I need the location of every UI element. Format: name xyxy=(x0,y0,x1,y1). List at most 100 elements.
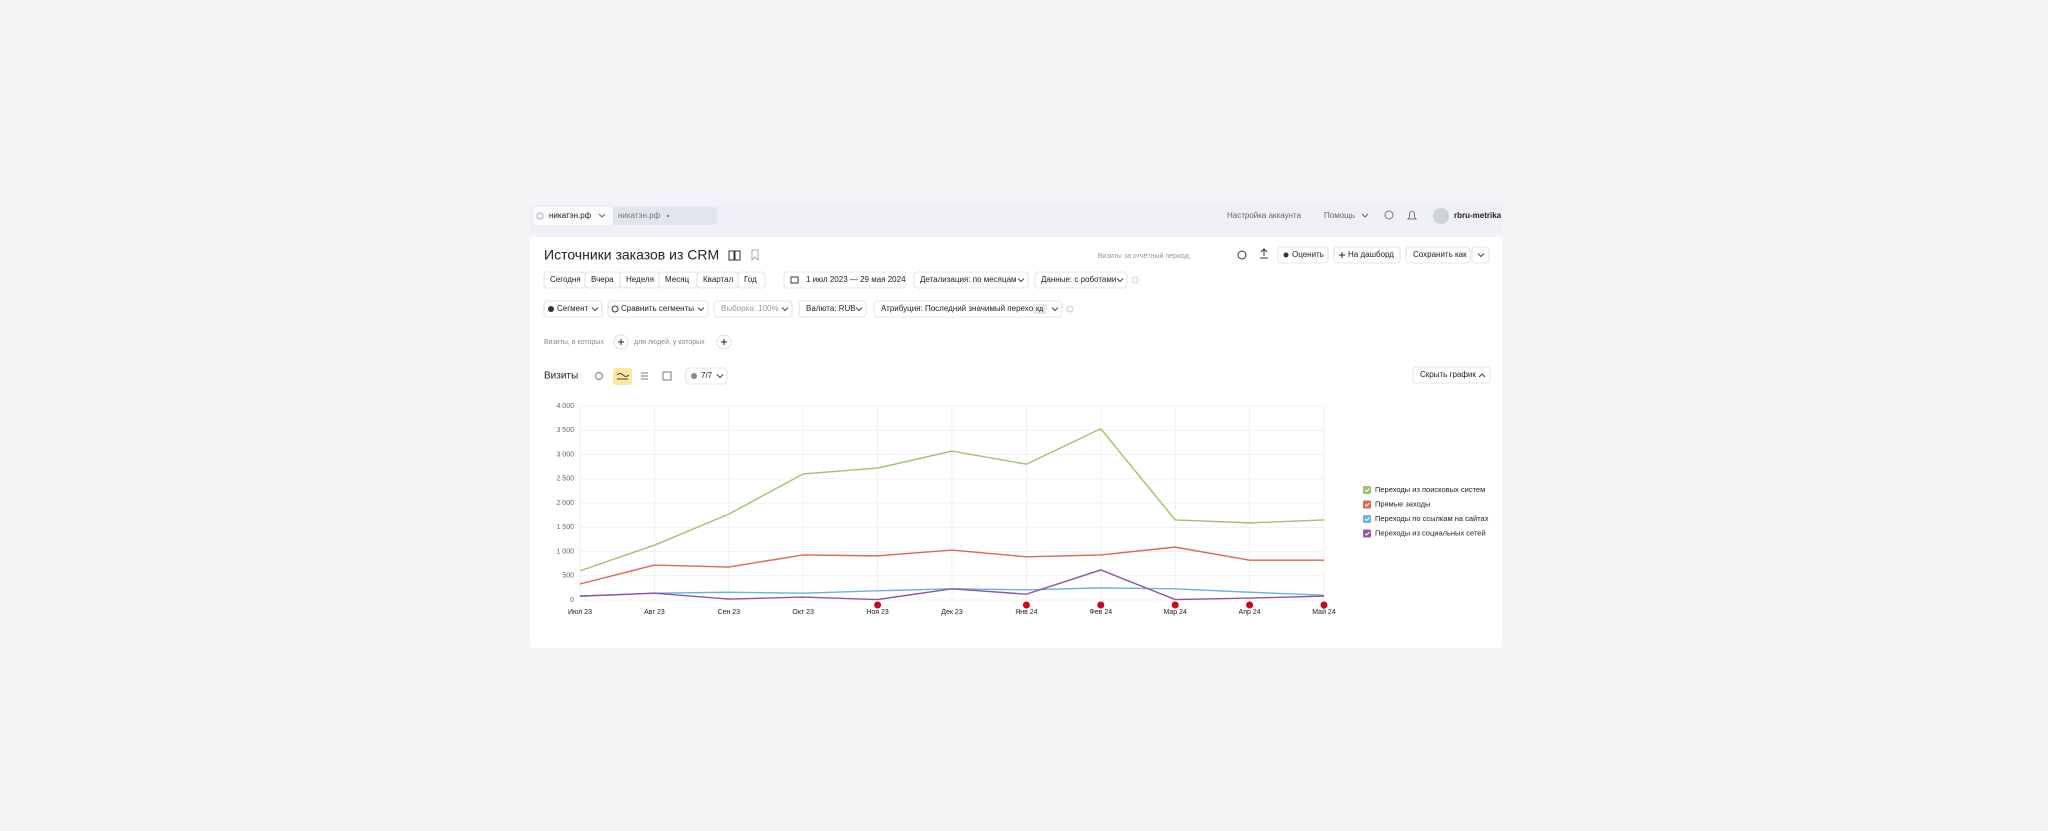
compare-icon xyxy=(611,305,619,313)
button-label[interactable]: Детализация: по месяцам xyxy=(920,275,1017,284)
y-tick-label: 2 500 xyxy=(556,476,574,483)
info-icon xyxy=(1131,276,1139,284)
book-icon[interactable] xyxy=(728,250,741,261)
info-icon xyxy=(1066,305,1074,313)
condition-label: для людей, у которых xyxy=(634,338,705,346)
button[interactable] xyxy=(1405,246,1471,264)
legend-swatch[interactable] xyxy=(1363,486,1371,494)
button[interactable] xyxy=(873,300,1063,318)
y-tick-label: 2 000 xyxy=(556,500,574,507)
x-tick-label: Дек 23 xyxy=(941,609,963,616)
button[interactable] xyxy=(783,271,907,289)
button-label[interactable]: На дашборд xyxy=(1348,250,1394,259)
annotation-marker[interactable] xyxy=(1320,601,1328,609)
button-label[interactable]: Атрибуция: Последний значимый переход xyxy=(881,304,1038,313)
counter-name[interactable]: никатэн.рф xyxy=(549,211,592,220)
legend-label[interactable]: Переходы по ссылкам на сайтах xyxy=(1375,514,1489,523)
legend-label[interactable]: Переходы из поисковых систем xyxy=(1375,485,1485,494)
chat-icon[interactable] xyxy=(1384,210,1394,220)
tab-name[interactable]: никатэн.рф xyxy=(618,211,661,220)
metric-title: Визиты xyxy=(544,371,578,382)
x-tick-label: Май 24 xyxy=(1312,608,1336,616)
plus-icon xyxy=(618,339,624,345)
button[interactable] xyxy=(1277,246,1329,264)
y-tick-label: 1 000 xyxy=(556,548,574,555)
button-label[interactable]: Год xyxy=(744,275,757,284)
button-label[interactable]: Валюта: RUB xyxy=(806,304,856,313)
button-label[interactable]: Сегодня xyxy=(550,275,581,284)
button-label[interactable]: 7/7 xyxy=(701,371,713,380)
plus-icon xyxy=(721,339,727,345)
rate-icon xyxy=(1283,252,1289,258)
button[interactable] xyxy=(798,300,867,318)
legend-label[interactable]: Переходы из социальных сетей xyxy=(1375,528,1486,537)
annotation-marker[interactable] xyxy=(1246,601,1254,609)
button[interactable] xyxy=(607,300,709,318)
legend-swatch[interactable] xyxy=(1363,500,1371,509)
x-tick-label: Авг 23 xyxy=(644,609,665,616)
button-label[interactable]: Скрыть график xyxy=(1420,370,1476,379)
button[interactable] xyxy=(737,271,766,289)
button[interactable] xyxy=(1471,246,1490,264)
annotation-marker[interactable] xyxy=(1171,601,1179,609)
button[interactable] xyxy=(1412,366,1491,384)
legend-label[interactable]: Прямые заходы xyxy=(1375,499,1430,508)
report-title: Источники заказов из CRM xyxy=(544,247,719,263)
chevron xyxy=(1051,307,1059,312)
button[interactable] xyxy=(713,300,793,318)
button-label[interactable]: Сохранить как xyxy=(1413,250,1467,259)
condition-label: Визиты, в которых xyxy=(544,339,604,346)
panel xyxy=(530,237,1502,648)
button-label[interactable]: 1 июл 2023 — 29 мая 2024 xyxy=(806,275,906,284)
view-icon[interactable] xyxy=(595,372,603,380)
export-icon[interactable] xyxy=(1260,248,1268,259)
x-tick-label: Апр 24 xyxy=(1239,609,1261,616)
tab[interactable] xyxy=(613,207,717,225)
y-tick-label: 3 000 xyxy=(556,451,574,458)
button-label[interactable]: Вчера xyxy=(591,275,614,284)
tab-dot xyxy=(666,214,670,218)
annotation-marker[interactable] xyxy=(1022,601,1030,609)
button[interactable] xyxy=(913,271,1029,289)
bookmark-icon[interactable] xyxy=(751,249,759,262)
y-tick-label: 500 xyxy=(562,573,574,580)
legend-swatch[interactable] xyxy=(1363,515,1371,523)
button-label[interactable]: Неделя xyxy=(626,275,654,284)
link[interactable]: Помощь xyxy=(1324,211,1355,220)
legend-check xyxy=(1364,517,1370,522)
button-label[interactable]: Сегмент xyxy=(557,304,589,313)
button-label[interactable]: Квартал xyxy=(703,275,734,284)
bell-icon[interactable] xyxy=(1407,211,1417,220)
avatar[interactable] xyxy=(1433,208,1449,224)
chevron xyxy=(781,307,789,312)
counter-pill[interactable] xyxy=(533,207,613,225)
link[interactable]: Настройка аккаунта xyxy=(1227,211,1302,220)
user-name[interactable]: rbru-metrika xyxy=(1454,211,1502,220)
button-label[interactable]: Месяц xyxy=(665,275,690,284)
button-label[interactable]: Данные: с роботами xyxy=(1041,275,1116,284)
annotation-marker[interactable] xyxy=(1097,601,1105,609)
legend-swatch[interactable] xyxy=(1363,529,1371,538)
annotation-marker[interactable] xyxy=(874,601,882,609)
y-tick-label: 1 500 xyxy=(556,524,574,531)
y-tick-label: 0 xyxy=(570,597,574,604)
button[interactable] xyxy=(685,367,728,385)
button[interactable] xyxy=(1034,271,1128,289)
chevron xyxy=(1477,253,1485,258)
button-label[interactable]: Сравнить сегменты xyxy=(621,304,694,313)
stack-icon[interactable] xyxy=(641,372,648,380)
table-icon[interactable] xyxy=(662,371,672,381)
view-active[interactable] xyxy=(613,368,632,385)
button-label[interactable]: Оценить xyxy=(1292,250,1324,259)
button[interactable] xyxy=(1333,246,1401,264)
series-line xyxy=(579,427,1325,572)
x-tick-label: Фев 24 xyxy=(1089,609,1112,616)
button-label[interactable]: Выборка: 100% xyxy=(721,304,779,313)
history-icon[interactable] xyxy=(1237,250,1247,260)
segment-icon xyxy=(548,306,554,312)
y-tick-label: 3 500 xyxy=(556,427,574,434)
button[interactable] xyxy=(543,300,603,318)
